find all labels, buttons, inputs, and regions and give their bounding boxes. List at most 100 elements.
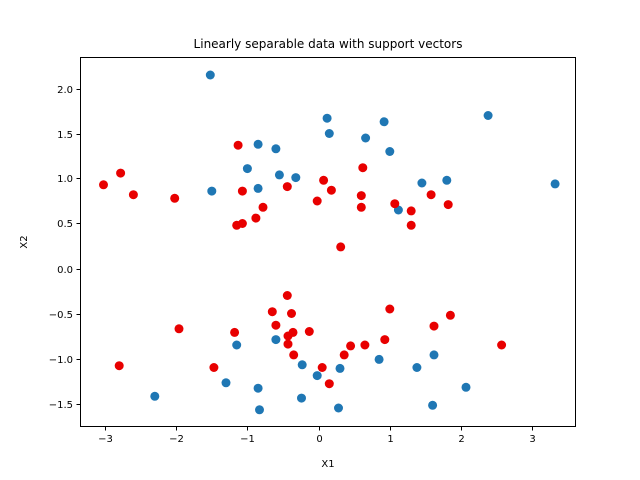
data-point-series1-30 [287, 309, 296, 318]
data-point-series0-30 [412, 363, 422, 372]
x-tick-label-3: 0 [316, 434, 322, 445]
data-point-series1-11 [319, 175, 329, 185]
chart-title: Linearly separable data with support vec… [194, 37, 463, 51]
y-axis: −1.5 −1.0 −0.5 0.0 0.5 1.0 1.5 2.0 [49, 85, 81, 411]
data-point-series1-14 [356, 191, 366, 201]
data-point-series0-8 [322, 113, 332, 123]
data-point-series0-33 [461, 382, 471, 392]
data-point-series0-25 [297, 393, 306, 403]
data-point-series1-27 [267, 307, 277, 317]
data-point-series1-7 [258, 202, 268, 212]
data-point-series0-24 [297, 360, 307, 370]
data-point-series0-21 [253, 383, 263, 393]
data-point-series1-41 [380, 335, 390, 345]
x-tick-label-2: −1 [240, 434, 255, 445]
x-axis-title: X1 [321, 459, 334, 470]
y-axis-title: X2 [19, 235, 30, 248]
data-point-series1-4 [233, 140, 243, 150]
data-point-series1-18 [406, 206, 416, 216]
data-point-series1-39 [346, 341, 356, 351]
data-point-series0-28 [335, 363, 345, 373]
data-point-series0-22 [255, 405, 264, 415]
data-point-series1-13 [358, 163, 368, 173]
data-point-series1-17 [390, 199, 400, 209]
x-tick-label-4: 1 [387, 434, 393, 445]
data-point-series0-0 [205, 70, 215, 80]
data-point-series0-3 [242, 164, 252, 174]
x-tick-label-6: 3 [529, 434, 535, 445]
data-point-series1-5 [237, 186, 247, 196]
data-point-series1-26 [230, 327, 240, 337]
data-point-series1-38 [339, 350, 349, 360]
data-point-series1-3 [170, 193, 180, 203]
data-point-series1-44 [445, 310, 455, 320]
data-point-series0-29 [374, 354, 384, 364]
data-point-series1-34 [289, 350, 299, 360]
data-point-series1-22 [336, 242, 346, 252]
data-point-series1-37 [324, 379, 334, 389]
data-point-series0-20 [232, 340, 242, 350]
data-point-series1-40 [360, 340, 370, 350]
y-tick-label-0: −1.5 [49, 400, 73, 411]
data-point-series0-27 [334, 403, 343, 413]
points-layer [99, 70, 560, 415]
data-point-series1-36 [317, 363, 327, 372]
data-point-series1-35 [304, 327, 314, 336]
data-point-series0-4 [274, 170, 284, 180]
data-point-series0-7 [207, 186, 217, 196]
data-point-series1-9 [237, 219, 247, 228]
data-point-series1-10 [282, 182, 292, 192]
data-point-series1-0 [99, 180, 108, 190]
y-tick-label-4: 0.5 [57, 219, 73, 230]
data-point-series1-42 [385, 304, 395, 314]
data-point-series0-2 [271, 144, 281, 154]
y-tick-label-5: 1.0 [57, 174, 73, 185]
data-point-series0-10 [361, 133, 371, 143]
data-point-series0-1 [253, 139, 263, 149]
data-point-series0-11 [379, 117, 389, 127]
data-point-series1-33 [283, 339, 293, 349]
x-tick-label-1: −2 [169, 434, 184, 445]
data-point-series0-13 [483, 111, 493, 120]
x-tick-label-0: −3 [98, 434, 113, 445]
data-point-series1-2 [128, 190, 138, 200]
data-point-series1-43 [429, 321, 439, 331]
data-point-series1-25 [209, 363, 219, 372]
data-point-series0-19 [221, 378, 231, 388]
data-point-series1-20 [426, 190, 436, 200]
data-point-series0-14 [417, 178, 427, 188]
data-point-series1-6 [251, 213, 261, 223]
data-point-series0-12 [385, 147, 395, 156]
y-tick-label-7: 2.0 [57, 85, 73, 96]
data-point-series1-29 [282, 291, 292, 300]
plot-frame [80, 57, 576, 427]
y-tick-label-1: −1.0 [49, 355, 73, 366]
data-point-series0-32 [429, 350, 439, 360]
data-point-series0-15 [442, 175, 452, 185]
data-point-series1-45 [497, 340, 507, 350]
data-point-series1-15 [356, 202, 366, 212]
data-point-series1-21 [443, 200, 453, 210]
data-point-series1-28 [271, 320, 281, 330]
y-tick-label-2: −0.5 [49, 310, 73, 321]
data-point-series1-16 [312, 196, 322, 206]
data-point-series1-12 [326, 185, 336, 195]
data-point-series0-26 [312, 371, 322, 381]
data-point-series1-19 [406, 220, 416, 230]
data-point-series1-32 [288, 327, 298, 337]
x-axis: −3 −2 −1 0 1 2 3 [98, 426, 536, 445]
data-point-series1-1 [116, 168, 126, 178]
y-tick-label-3: 0.0 [57, 265, 73, 276]
data-point-series0-5 [291, 173, 301, 183]
data-point-series0-17 [550, 179, 560, 189]
y-tick-label-6: 1.5 [57, 130, 73, 141]
data-point-series0-6 [253, 183, 263, 193]
x-tick-label-5: 2 [458, 434, 464, 445]
data-point-series1-23 [114, 361, 124, 371]
data-point-series1-24 [174, 324, 184, 334]
data-point-series0-18 [150, 391, 160, 401]
data-point-series0-23 [271, 335, 281, 345]
data-point-series0-9 [324, 129, 334, 138]
